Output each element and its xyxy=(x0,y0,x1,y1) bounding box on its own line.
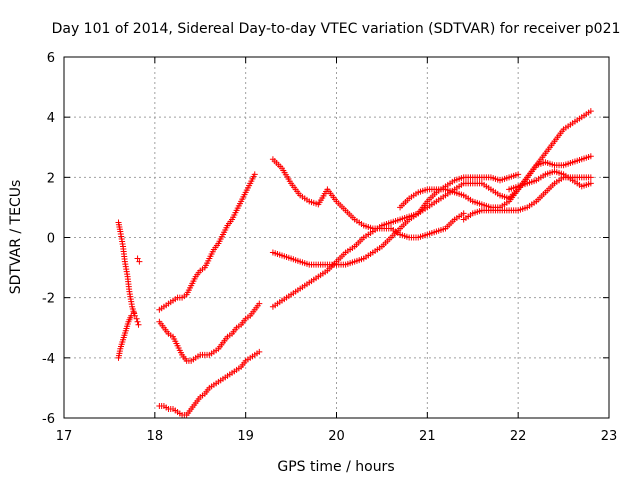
plus-marker xyxy=(587,108,594,115)
y-tick-label: 6 xyxy=(47,51,55,66)
plus-marker xyxy=(515,171,522,178)
series-arc-1c xyxy=(134,255,143,265)
x-tick-label: 22 xyxy=(510,429,527,444)
plus-marker xyxy=(133,315,140,322)
plus-marker xyxy=(251,171,258,178)
y-tick-label: 4 xyxy=(47,111,55,126)
y-tick-label: 0 xyxy=(47,232,55,247)
series-arc-1a xyxy=(115,219,142,328)
plus-marker xyxy=(136,258,143,265)
y-axis-label: SDTVAR / TECUs xyxy=(8,180,24,295)
series-arc-4c xyxy=(506,168,594,193)
x-tick-label: 21 xyxy=(419,429,436,444)
plus-marker xyxy=(587,180,594,187)
data-points xyxy=(115,108,594,418)
plus-marker xyxy=(256,300,263,307)
grid-lines xyxy=(64,57,609,418)
plus-marker xyxy=(128,312,135,319)
plus-marker xyxy=(587,153,594,160)
plus-marker xyxy=(460,210,467,217)
plus-marker xyxy=(256,348,263,355)
series-arc-4a xyxy=(397,108,594,211)
y-tick-label: -2 xyxy=(42,292,55,307)
series-arc-2a xyxy=(156,171,258,313)
plus-marker xyxy=(135,321,142,328)
y-tick-label: -6 xyxy=(42,412,55,427)
chart-title: Day 101 of 2014, Sidereal Day-to-day VTE… xyxy=(52,21,621,37)
series-arc-3b xyxy=(269,171,522,268)
x-tick-label: 23 xyxy=(601,429,618,444)
y-tick-label: 2 xyxy=(47,171,55,186)
plus-marker xyxy=(587,174,594,181)
plus-marker xyxy=(134,255,141,262)
x-tick-label: 20 xyxy=(328,429,345,444)
series-arc-2c xyxy=(156,348,263,418)
plus-marker xyxy=(130,309,137,316)
series-arc-2b xyxy=(156,300,263,364)
x-tick-label: 19 xyxy=(237,429,254,444)
x-axis-label: GPS time / hours xyxy=(277,459,394,475)
plus-marker xyxy=(134,318,141,325)
y-tick-label: -4 xyxy=(42,352,55,367)
plot-frame xyxy=(63,56,610,419)
x-tick-label: 17 xyxy=(56,429,73,444)
axis-ticks: 17 18 19 20 21 22 23 -6 -4 -2 0 2 4 6 xyxy=(42,51,617,444)
x-tick-label: 18 xyxy=(147,429,164,444)
series-arc-3a xyxy=(269,156,467,241)
series-arc-1b xyxy=(115,309,137,361)
